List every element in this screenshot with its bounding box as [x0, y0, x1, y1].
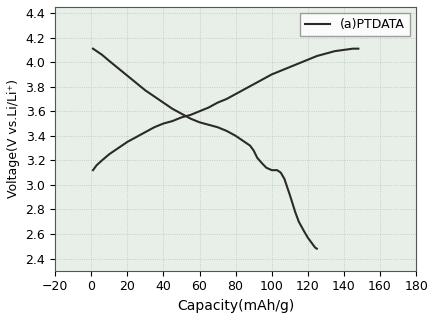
- Legend: (a)PTDATA: (a)PTDATA: [299, 13, 409, 36]
- Y-axis label: Voltage(V vs.Li/Li⁺): Voltage(V vs.Li/Li⁺): [7, 79, 20, 198]
- X-axis label: Capacity(mAh/g): Capacity(mAh/g): [177, 299, 293, 313]
